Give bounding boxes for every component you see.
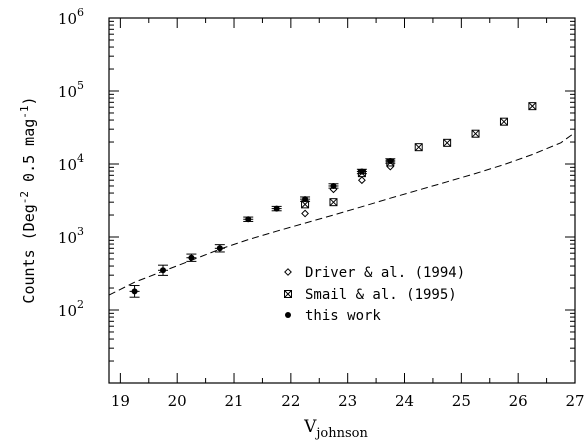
y-tick-labels: 102 103 104 105 106 [58,6,84,320]
filled-circle-marker [216,245,223,252]
crossed-square-marker-cross [471,129,480,138]
x-axis-label: Vjohnson [303,417,368,441]
filled-circle-marker [188,254,195,261]
y-tick-label: 106 [58,6,84,28]
x-tick-label: 25 [452,392,471,410]
y-axis-label: Counts (Deg-2 0.5 mag-1) [18,96,38,303]
x-tick-label: 27 [565,392,584,410]
x-tick-label: 22 [281,392,300,410]
crossed-square-marker-cross [500,117,508,126]
x-tick-label: 21 [224,392,243,410]
y-tick-label: 105 [58,79,84,101]
model-curve [108,132,576,296]
crossed-square-marker-cross [284,290,292,298]
plot-frame [108,17,576,384]
legend-label: Smail & al. (1995) [305,287,457,303]
filled-circle-marker [285,312,291,318]
x-tick-label: 23 [338,392,357,410]
filled-circle-marker [302,196,309,203]
x-tick-label: 24 [395,392,414,410]
filled-circle-marker [131,288,138,295]
x-tick-label: 19 [111,392,130,410]
data-markers [129,102,537,298]
diamond-marker [301,209,309,218]
crossed-square-marker-cross [414,143,423,152]
diamond-marker [357,176,366,185]
filled-circle-marker [159,267,166,274]
y-tick-label: 103 [58,225,84,247]
legend: Driver & al. (1994) Smail & al. (1995) thi… [284,265,465,324]
diamond-marker [284,268,292,276]
x-tick-label: 26 [509,392,528,410]
x-tick-labels: 19 20 21 22 23 24 25 26 27 [111,392,585,410]
legend-label: Driver & al. (1994) [305,265,465,281]
filled-circle-marker [358,168,365,175]
y-tick-label: 104 [58,152,84,174]
crossed-square-marker-cross [443,138,451,147]
y-tick-label: 102 [58,298,84,320]
filled-circle-marker [245,216,252,223]
axis-ticks [109,17,576,384]
model-curve-line [108,132,576,296]
crossed-square-marker-cross [528,102,537,111]
x-tick-label: 20 [168,392,187,410]
filled-circle-marker [330,182,337,189]
crossed-square-marker-cross [301,200,309,209]
crossed-square-marker-cross [329,198,338,207]
filled-circle-marker [273,205,280,212]
legend-label: this work [305,308,381,324]
filled-circle-marker [387,157,394,164]
